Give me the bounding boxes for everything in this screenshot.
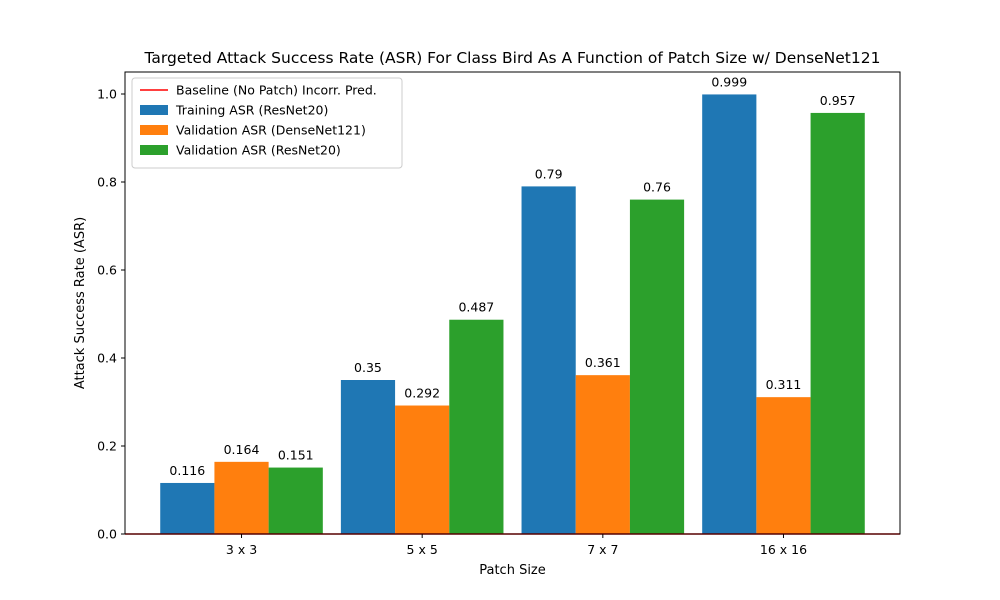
legend-swatch [140,125,168,135]
bar-2-3 [575,375,630,534]
legend-label: Baseline (No Patch) Incorr. Pred. [176,83,377,98]
bar-1-3 [521,186,576,534]
y-tick-label: 0.6 [97,263,117,278]
x-tick-label: 16 x 16 [760,542,807,557]
y-tick-label: 0.2 [97,439,117,454]
bar-3-1 [268,467,323,534]
data-label-1-3: 0.79 [535,166,563,181]
y-tick-label: 1.0 [97,87,117,102]
data-label-2-3: 0.361 [585,355,621,370]
data-label-1-1: 0.116 [169,463,205,478]
bar-2-2 [395,405,450,534]
x-tick-label: 7 x 7 [587,542,618,557]
bar-3-4 [810,112,865,535]
x-tick-label: 3 x 3 [226,542,257,557]
bar-3-2 [449,319,504,534]
legend: Baseline (No Patch) Incorr. Pred. Trainin… [131,77,403,169]
data-label-2-4: 0.311 [766,377,802,392]
legend-label: Training ASR (ResNet20) [175,103,328,118]
legend-swatch [140,145,168,155]
bar-2-1 [214,461,269,534]
data-label-2-1: 0.164 [224,442,260,457]
plot-area: 0.116 0.35 0.79 0.999 0.164 0.292 0.361 0.311 0.… [97,71,901,557]
y-tick-label: 0.8 [97,175,117,190]
y-tick-label: 0.4 [97,351,117,366]
bar-3-3 [629,199,685,534]
bar-2-4 [756,397,811,534]
data-label-1-2: 0.35 [354,360,382,375]
x-axis-label: Patch Size [479,563,546,578]
legend-label: Validation ASR (DenseNet121) [176,123,366,138]
bar-1-1 [160,482,215,534]
x-tick-label: 5 x 5 [407,542,438,557]
data-label-1-4: 0.999 [711,74,747,89]
legend-box [131,77,403,169]
bar-1-4 [702,94,757,534]
data-label-3-3: 0.76 [643,180,671,195]
y-axis-label: Attack Success Rate (ASR) [73,217,88,389]
axes-frame [124,71,901,535]
legend-label: Validation ASR (ResNet20) [176,143,341,158]
bar-1-2 [340,380,396,534]
data-label-3-4: 0.957 [820,93,856,108]
data-label-3-2: 0.487 [458,300,494,315]
data-label-3-1: 0.151 [278,448,314,463]
chart-title: Targeted Attack Success Rate (ASR) For C… [144,49,881,67]
y-tick-label: 0.0 [97,527,117,542]
data-label-2-2: 0.292 [404,386,440,401]
legend-swatch [140,105,168,115]
